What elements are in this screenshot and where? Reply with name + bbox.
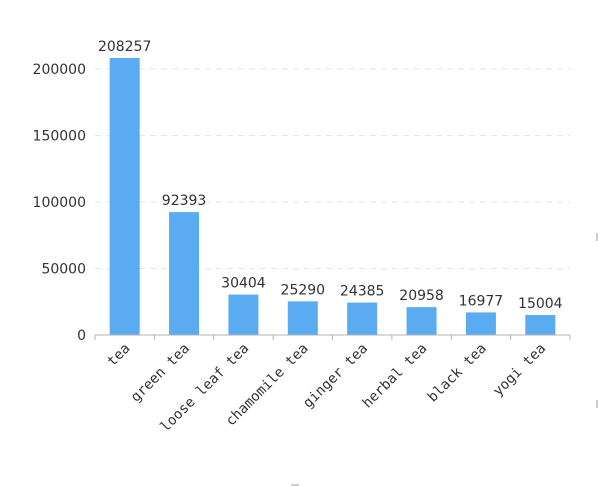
bar-tea bbox=[109, 58, 140, 335]
data-label: 20958 bbox=[399, 288, 444, 304]
y-tick-label: 50000 bbox=[41, 262, 86, 278]
x-axis bbox=[94, 334, 571, 340]
data-label: 24385 bbox=[340, 284, 385, 300]
bar-ginger-tea bbox=[347, 302, 378, 335]
y-tick-label: 0 bbox=[77, 328, 86, 344]
gridlines bbox=[95, 68, 570, 269]
y-tick-label: 100000 bbox=[33, 195, 86, 211]
data-labels: 208257 92393 30404 25290 24385 20958 16977 1500… bbox=[98, 39, 563, 312]
bar-yogi-tea bbox=[525, 315, 556, 335]
bar-green-tea bbox=[169, 212, 200, 335]
data-label: 92393 bbox=[162, 193, 207, 209]
bar-black-tea bbox=[465, 312, 496, 335]
x-category-label: tea bbox=[104, 341, 133, 370]
y-tick-label: 150000 bbox=[33, 129, 86, 145]
x-category-label: black tea bbox=[425, 341, 490, 406]
bar-herbal-tea bbox=[406, 307, 437, 335]
data-label: 30404 bbox=[221, 276, 266, 292]
x-category-label: green tea bbox=[128, 341, 193, 406]
bar-loose-leaf-tea bbox=[228, 294, 259, 335]
data-label: 16977 bbox=[459, 293, 504, 309]
y-axis-ticks: 0 50000 100000 150000 200000 bbox=[33, 62, 86, 344]
bar-chamomile-tea bbox=[287, 301, 318, 335]
data-label: 208257 bbox=[98, 39, 151, 55]
data-label: 15004 bbox=[518, 296, 563, 312]
x-category-label: yogi tea bbox=[490, 341, 549, 400]
data-label: 25290 bbox=[281, 282, 326, 298]
y-tick-label: 200000 bbox=[33, 62, 86, 78]
bars bbox=[109, 58, 556, 335]
